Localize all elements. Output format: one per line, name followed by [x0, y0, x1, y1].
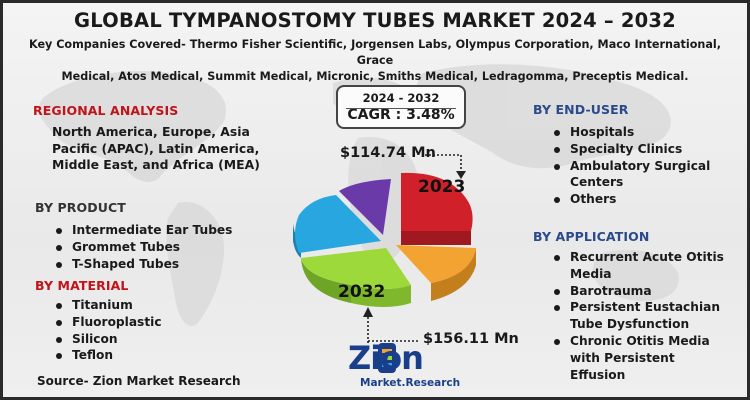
list-item-continuation-text: Effusion	[570, 367, 626, 382]
list-item-continuation: Media	[551, 266, 724, 283]
pie-slice-red	[401, 172, 473, 231]
application-list: Recurrent Acute Otitis Media Barotrauma …	[551, 249, 724, 383]
list-item-continuation: Tube Dysfunction	[551, 316, 724, 333]
list-item: Fluoroplastic	[53, 314, 162, 331]
companies-line-2: Medical, Atos Medical, Summit Medical, M…	[61, 70, 689, 83]
list-item: Barotrauma	[551, 283, 724, 300]
end-user-list: Hospitals Specialty Clinics Ambulatory S…	[551, 124, 710, 208]
pie-chart	[293, 172, 476, 307]
zion-logo: Zion Market.Research	[348, 339, 464, 397]
cagr-divider	[346, 108, 456, 109]
list-item-continuation: with Persistent	[551, 350, 724, 367]
list-item: T-Shaped Tubes	[53, 256, 232, 273]
list-item-continuation-text: Tube Dysfunction	[570, 317, 690, 332]
cagr-years: 2024 - 2032	[362, 91, 440, 105]
list-item: Titanium	[53, 297, 162, 314]
list-item: Grommet Tubes	[53, 239, 232, 256]
by-end-user-heading: BY END-USER	[533, 102, 629, 117]
material-list: Titanium Fluoroplastic Silicon Teflon	[53, 297, 162, 364]
list-item-continuation: Effusion	[551, 367, 724, 384]
regional-line-3: Middle East, and Africa (MEA)	[52, 157, 260, 172]
list-item: Persistent Eustachian	[551, 299, 724, 316]
pie-slice-blue	[295, 195, 381, 253]
cagr-box: 2024 - 2032 CAGR : 3.48%	[336, 85, 466, 129]
leader-arrow-2032	[363, 307, 420, 343]
cagr-value: CAGR : 3.48%	[347, 107, 455, 123]
source-note: Source- Zion Market Research	[37, 374, 241, 388]
list-item-continuation: Centers	[551, 174, 710, 191]
logo-sub-text: Market.Research	[360, 377, 461, 389]
list-item: Intermediate Ear Tubes	[53, 222, 232, 239]
pie-slice-green	[301, 248, 411, 289]
page-title: GLOBAL TYMPANOSTOMY TUBES MARKET 2024 – …	[74, 9, 676, 32]
list-item: Teflon	[53, 347, 162, 364]
list-item-continuation-text: Media	[570, 266, 612, 281]
list-item: Others	[551, 191, 710, 208]
list-item-continuation-text: Centers	[570, 175, 624, 190]
list-item: Ambulatory Surgical	[551, 158, 710, 175]
by-product-heading: BY PRODUCT	[35, 200, 126, 215]
regional-line-1: North America, Europe, Asia	[52, 124, 250, 139]
product-list: Intermediate Ear Tubes Grommet Tubes T-S…	[53, 222, 232, 272]
logo-main-text: Zion	[348, 339, 424, 377]
by-material-heading: BY MATERIAL	[35, 278, 129, 293]
list-item: Hospitals	[551, 124, 710, 141]
regional-analysis-heading: REGIONAL ANALYSIS	[33, 103, 179, 118]
list-item: Silicon	[53, 331, 162, 348]
list-item: Specialty Clinics	[551, 141, 710, 158]
companies-line-1: Key Companies Covered- Thermo Fisher Sci…	[28, 38, 722, 67]
pie-slice-orange	[396, 245, 476, 283]
list-item: Recurrent Acute Otitis	[551, 249, 724, 266]
market-value-2032: $156.11 Mn	[423, 331, 519, 347]
logo-mark-icon	[378, 343, 396, 373]
leader-arrow-2023	[425, 154, 466, 179]
regional-line-2: Pacific (APAC), Latin America,	[52, 140, 260, 156]
by-application-heading: BY APPLICATION	[533, 229, 650, 244]
year-label-2032: 2032	[338, 282, 386, 302]
key-companies: Key Companies Covered- Thermo Fisher Sci…	[13, 37, 737, 85]
list-item-continuation-text: with Persistent	[570, 350, 675, 365]
regional-analysis-text: North America, Europe, Asia Pacific (APA…	[52, 124, 260, 174]
pie-slice-purple	[339, 179, 391, 235]
market-value-2023: $114.74 Mn	[340, 145, 436, 161]
list-item: Chronic Otitis Media	[551, 333, 724, 350]
year-label-2023: 2023	[418, 177, 466, 197]
